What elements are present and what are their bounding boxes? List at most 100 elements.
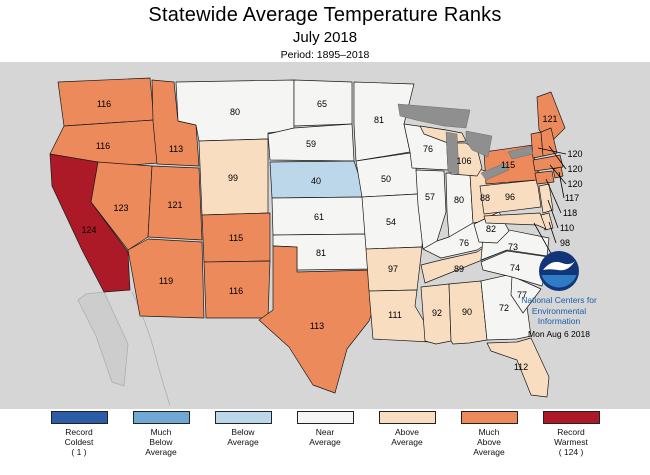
state-rank-label: 123 (113, 203, 128, 213)
state-ut (147, 165, 203, 241)
state-sd (267, 123, 355, 162)
legend-item-above: Above Average (366, 411, 448, 458)
callout-rank-label: 120 (567, 164, 582, 174)
state-rank-label: 54 (386, 217, 396, 227)
lake-ontario (507, 145, 534, 160)
state-rank-label: 119 (159, 276, 173, 286)
state-nj (538, 183, 554, 214)
noaa-credit-text: National Centers for Environmental Infor… (521, 295, 597, 327)
state-az (127, 238, 205, 319)
legend-label-below: Below Average (227, 427, 259, 448)
legend-item-much-above: Much Above Average (448, 411, 530, 458)
state-rank-label: 40 (311, 176, 321, 186)
legend-label-near: Near Average (309, 427, 341, 448)
legend-label-record-coldest: Record Coldest ( 1 ) (64, 427, 94, 458)
state-rank-label: 115 (501, 160, 515, 170)
noaa-logo-sea (541, 275, 577, 288)
state-rank-label: 116 (229, 286, 243, 296)
state-rank-label: 121 (167, 200, 182, 210)
callout-line-ma (549, 164, 567, 185)
state-rank-label: 106 (456, 156, 471, 166)
legend-swatch-record-coldest (50, 411, 108, 424)
state-nv (90, 161, 153, 251)
state-rank-label: 80 (454, 195, 464, 205)
legend-label-much-below: Much Below Average (145, 427, 177, 458)
callout-line-nj (547, 199, 559, 229)
state-rank-label: 113 (310, 321, 324, 331)
callout-lines (533, 145, 567, 258)
state-rank-label: 59 (306, 139, 316, 149)
legend-item-record-coldest: Record Coldest ( 1 ) (38, 411, 120, 458)
callout-rank-label: 118 (563, 208, 577, 218)
state-nh (540, 127, 558, 157)
states-layer (49, 77, 566, 398)
state-ri (552, 166, 564, 179)
state-rank-labels: 116 116 124 123 113 80 99 121 115 119 11… (81, 99, 582, 372)
legend: Record Coldest ( 1 ) Much Below Average … (0, 411, 650, 458)
state-sc (510, 275, 542, 314)
state-rank-label: 81 (316, 248, 326, 258)
lake-erie (480, 162, 510, 181)
state-rank-label: 72 (499, 303, 509, 313)
callout-rank-label: 120 (567, 149, 582, 159)
lake-michigan (445, 131, 460, 175)
state-rank-label: 81 (374, 115, 384, 125)
callout-rank-label: 98 (560, 238, 570, 248)
state-rank-label: 96 (505, 192, 515, 202)
page-title: Statewide Average Temperature Ranks (148, 4, 502, 26)
legend-swatch-near (296, 411, 354, 424)
state-rank-label: 115 (229, 233, 243, 243)
noaa-logo-icon (539, 251, 579, 291)
callout-rank-label: 120 (567, 179, 582, 189)
state-rank-label: 74 (510, 263, 520, 273)
state-rank-label: 90 (462, 307, 472, 317)
legend-swatch-record-warmest (542, 411, 600, 424)
state-nc (480, 250, 550, 287)
state-pa (479, 179, 542, 215)
legend-label-record-warmest: Record Warmest ( 124 ) (554, 427, 588, 458)
legend-item-near: Near Average (284, 411, 366, 458)
page-subtitle: July 2018 (292, 29, 358, 46)
legend-item-much-below: Much Below Average (120, 411, 202, 458)
callout-line-nh (548, 145, 567, 170)
state-rank-label: 112 (514, 362, 528, 372)
state-rank-label: 50 (381, 174, 391, 184)
state-rank-label: 88 (480, 193, 490, 203)
state-rank-label: 89 (454, 264, 464, 274)
legend-swatch-below (214, 411, 272, 424)
state-rank-label: 77 (517, 290, 527, 300)
callout-line-de (548, 221, 557, 244)
legend-label-much-above: Much Above Average (473, 427, 505, 458)
state-tx (258, 245, 378, 394)
state-rank-label: 92 (432, 308, 442, 318)
state-rank-label: 99 (228, 173, 238, 183)
state-rank-label: 61 (314, 212, 324, 222)
state-rank-label: 116 (96, 141, 110, 151)
noaa-credit-block: National Centers for Environmental Infor… (497, 250, 621, 339)
noaa-credit-date: Mon Aug 6 2018 (528, 328, 590, 339)
title-block: Statewide Average Temperature Ranks July… (0, 4, 650, 61)
state-rank-label: 111 (388, 310, 402, 320)
period-label: Period: 1895–2018 (280, 49, 370, 61)
great-lakes (397, 103, 534, 181)
state-rank-label: 124 (81, 225, 96, 235)
callout-line-ct (545, 178, 562, 214)
state-rank-label: 97 (388, 264, 398, 274)
state-rank-label: 113 (169, 144, 183, 154)
state-rank-label: 73 (508, 242, 518, 252)
legend-swatch-above (378, 411, 436, 424)
state-ms (420, 283, 452, 345)
state-me (536, 91, 566, 144)
lake-superior (397, 103, 471, 129)
legend-swatch-much-below (132, 411, 190, 424)
state-ma (532, 154, 564, 172)
state-rank-label: 80 (230, 107, 240, 117)
state-fl (486, 337, 550, 398)
callout-line-md (533, 222, 554, 258)
legend-item-record-warmest: Record Warmest ( 124 ) (530, 411, 612, 458)
state-ct (534, 170, 555, 185)
callout-line-ri (558, 171, 565, 199)
state-rank-label: 57 (425, 192, 435, 202)
